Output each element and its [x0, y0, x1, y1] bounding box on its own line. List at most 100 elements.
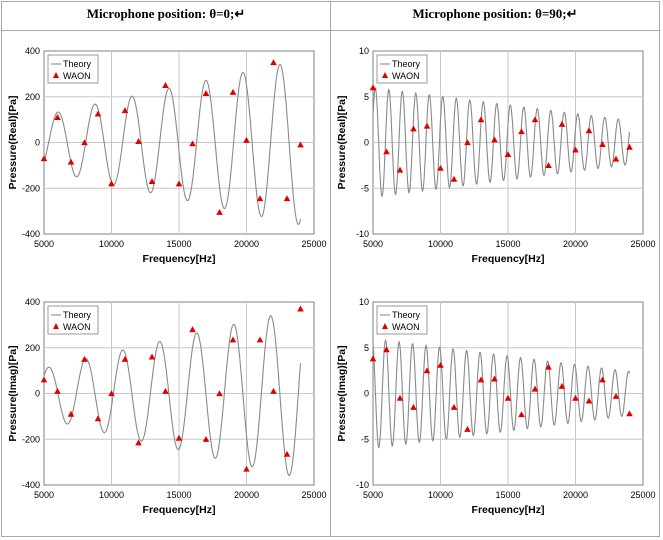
- x-axis-label: Frequency[Hz]: [472, 253, 545, 265]
- waon-point: [504, 151, 512, 158]
- header-theta-0: Microphone position: θ=0;↵: [86, 6, 246, 21]
- waon-point: [437, 164, 444, 171]
- waon-point: [504, 394, 512, 401]
- x-tick-label: 15000: [166, 490, 191, 500]
- header-divider: [1, 30, 660, 31]
- legend-waon-label: WAON: [392, 322, 420, 332]
- waon-point: [202, 435, 210, 442]
- waon-point: [410, 125, 417, 132]
- waon-point: [108, 390, 115, 397]
- waon-point: [94, 415, 102, 422]
- y-tick-label: 200: [25, 92, 40, 102]
- y-tick-label: -10: [356, 480, 369, 490]
- theory-series-line: [43, 315, 302, 477]
- x-axis-label: Frequency[Hz]: [472, 504, 545, 516]
- theory-series-line: [43, 64, 302, 226]
- x-tick-label: 15000: [166, 239, 191, 249]
- waon-point: [531, 385, 539, 392]
- waon-point: [189, 326, 196, 333]
- y-tick-label: -5: [361, 434, 369, 444]
- theory-series-line: [372, 87, 631, 198]
- waon-point: [94, 110, 102, 117]
- y-tick-label: 5: [364, 92, 369, 102]
- x-tick-label: 10000: [428, 239, 453, 249]
- waon-point: [383, 148, 390, 155]
- legend-theory-label: Theory: [392, 59, 421, 69]
- waon-point: [585, 397, 593, 404]
- legend-box: [47, 54, 99, 84]
- y-tick-label: 400: [25, 297, 40, 307]
- waon-point: [256, 195, 264, 202]
- y-axis-label: Pressure(Imag)[Pa]: [336, 345, 348, 441]
- x-tick-label: 15000: [495, 239, 520, 249]
- y-tick-label: 0: [364, 138, 369, 148]
- y-tick-label: 0: [364, 389, 369, 399]
- chart-real-theta-0: 5000 10000 15000 20000 25000 -400 -200 0 200 400 F…: [3, 33, 328, 278]
- legend-waon-label: WAON: [392, 71, 420, 81]
- x-tick-label: 5000: [363, 239, 383, 249]
- waon-point: [175, 434, 183, 441]
- legend-box: [47, 305, 99, 335]
- waon-point: [437, 361, 444, 368]
- x-tick-label: 10000: [99, 239, 124, 249]
- waon-point: [396, 166, 404, 173]
- waon-point: [477, 116, 485, 123]
- waon-point: [135, 439, 142, 446]
- waon-point: [491, 375, 498, 382]
- legend-waon-label: WAON: [63, 322, 91, 332]
- x-tick-label: 10000: [428, 490, 453, 500]
- waon-point: [572, 394, 579, 401]
- chart-real-theta-90: 5000 10000 15000 20000 25000 -10 -5 0 5 10 Frequen…: [332, 33, 657, 278]
- y-axis-label: Pressure(Real)[Pa]: [336, 96, 348, 190]
- x-tick-label: 25000: [630, 490, 655, 500]
- waon-point: [545, 162, 552, 169]
- waon-point: [283, 195, 291, 202]
- waon-point: [54, 114, 61, 120]
- x-axis-label: Frequency[Hz]: [143, 253, 216, 265]
- x-tick-label: 20000: [563, 490, 588, 500]
- waon-point: [450, 175, 458, 182]
- waon-point: [396, 394, 404, 401]
- waon-point: [216, 390, 223, 397]
- x-tick-label: 25000: [630, 239, 655, 249]
- waon-point: [297, 141, 304, 148]
- waon-point: [229, 336, 237, 343]
- waon-point: [545, 363, 552, 370]
- waon-point: [369, 355, 377, 362]
- waon-point: [383, 346, 390, 353]
- x-tick-label: 10000: [99, 490, 124, 500]
- waon-point: [175, 180, 183, 187]
- x-tick-label: 5000: [34, 490, 54, 500]
- waon-point: [202, 90, 210, 96]
- waon-point: [162, 387, 169, 394]
- y-axis-label: Pressure(Imag)[Pa]: [7, 345, 19, 441]
- waon-point: [464, 425, 471, 432]
- y-tick-label: -400: [22, 229, 40, 239]
- waon-point: [67, 410, 75, 417]
- waon-point: [518, 411, 525, 418]
- waon-point: [81, 139, 88, 146]
- waon-point: [243, 465, 250, 472]
- legend-waon-swatch: [382, 72, 388, 78]
- y-tick-label: 5: [364, 343, 369, 353]
- waon-point: [283, 450, 291, 457]
- waon-point: [256, 336, 264, 343]
- waon-point: [464, 139, 471, 146]
- waon-point: [423, 367, 431, 374]
- y-tick-label: -400: [22, 480, 40, 490]
- waon-point: [531, 116, 539, 123]
- waon-point: [518, 128, 525, 135]
- waon-point: [491, 136, 498, 143]
- waon-point: [135, 138, 142, 144]
- waon-point: [599, 376, 606, 383]
- waon-point: [40, 155, 48, 162]
- x-tick-label: 5000: [363, 490, 383, 500]
- waon-point: [40, 376, 48, 383]
- y-tick-label: 400: [25, 46, 40, 56]
- waon-point: [67, 158, 75, 165]
- legend-theory-label: Theory: [63, 59, 92, 69]
- y-tick-label: -200: [22, 434, 40, 444]
- column-divider: [330, 1, 331, 537]
- legend-box: [376, 54, 428, 84]
- chart-imag-theta-90: 5000 10000 15000 20000 25000 -10 -5 0 5 10 Frequen…: [332, 284, 657, 529]
